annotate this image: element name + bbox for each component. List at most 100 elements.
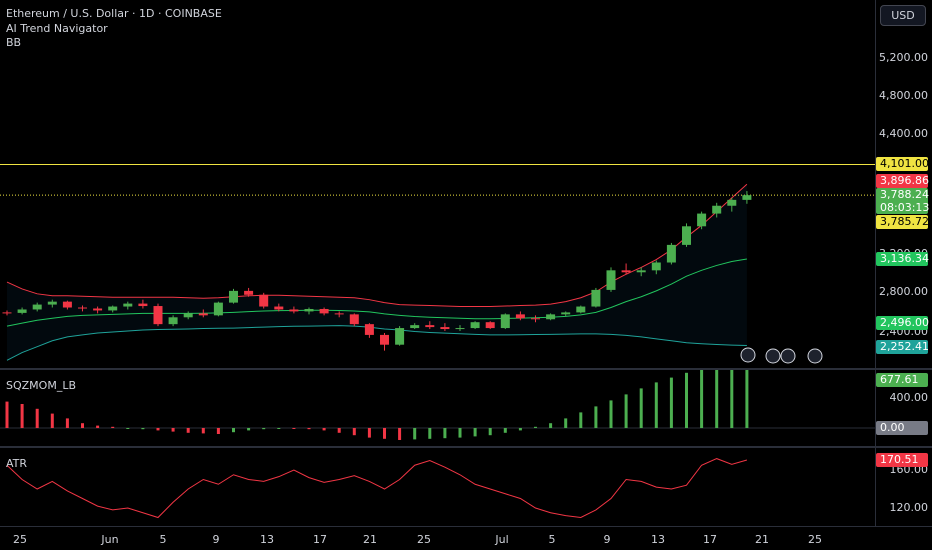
candle-body bbox=[425, 325, 435, 328]
candle-body bbox=[183, 313, 193, 318]
currency-button[interactable]: USD bbox=[880, 5, 926, 26]
bb-mid-line bbox=[6, 258, 747, 327]
price-tick: 2,800.00 bbox=[879, 285, 928, 298]
price-chart[interactable] bbox=[0, 0, 875, 368]
candle-body bbox=[651, 262, 661, 271]
sqz-bar bbox=[594, 406, 598, 428]
candle-body bbox=[500, 314, 510, 329]
time-axis[interactable]: 25 Jun 5 9 13 17 21 25 Jul 5 9 13 17 21 25 bbox=[0, 526, 932, 550]
last-price-tag: 3,788.24 08:03:13 bbox=[876, 188, 930, 214]
bb-lower-line bbox=[6, 325, 747, 361]
pane-separator[interactable] bbox=[0, 368, 932, 370]
sqz-bar bbox=[383, 428, 386, 439]
sqz-bar bbox=[609, 400, 613, 428]
time-tick: 21 bbox=[755, 533, 769, 546]
atr-chart bbox=[6, 458, 748, 519]
candle-body bbox=[62, 301, 72, 308]
trend-navigator-tag: 3,785.72 bbox=[876, 215, 929, 229]
time-tick: 5 bbox=[548, 533, 556, 546]
bb-fill bbox=[7, 184, 747, 361]
pane-separator[interactable] bbox=[0, 446, 932, 448]
sqz-bar bbox=[398, 428, 402, 440]
candle-body bbox=[78, 307, 87, 309]
sqzmom-legend[interactable]: SQZMOM_LB bbox=[6, 379, 76, 392]
candle-body bbox=[198, 313, 208, 316]
sqz-bar bbox=[126, 428, 130, 429]
candle-body bbox=[334, 313, 344, 315]
candle-body bbox=[17, 309, 27, 313]
time-tick: 13 bbox=[651, 533, 665, 546]
time-tick: Jun bbox=[101, 533, 119, 546]
candle-body bbox=[455, 328, 465, 330]
sqz-bar bbox=[322, 428, 326, 431]
sqz-bar bbox=[745, 370, 749, 428]
sqz-value-tag: 677.61 bbox=[876, 373, 928, 387]
price-axis[interactable]: 5,200.00 4,800.00 4,400.00 3,200.00 2,80… bbox=[875, 0, 932, 526]
sqz-bar bbox=[307, 428, 311, 430]
price-tick: 5,200.00 bbox=[879, 51, 928, 64]
time-tick: 13 bbox=[260, 533, 274, 546]
sqz-bar bbox=[5, 401, 9, 428]
atr-tick: 120.00 bbox=[889, 501, 929, 514]
indicator-legend-bb[interactable]: BB bbox=[6, 36, 22, 49]
candle-body bbox=[32, 304, 42, 310]
bb-upper-line bbox=[6, 183, 748, 308]
sqz-bar bbox=[730, 370, 734, 428]
time-tick: 9 bbox=[212, 533, 220, 546]
candle-body bbox=[93, 308, 103, 311]
candle-body bbox=[576, 306, 586, 313]
bb-upper-tag: 3,896.86 bbox=[876, 174, 929, 188]
sqz-bar bbox=[488, 428, 492, 436]
time-tick: 17 bbox=[703, 533, 717, 546]
candle-body bbox=[244, 290, 254, 295]
candle-body bbox=[591, 289, 601, 307]
sqz-bar bbox=[50, 413, 54, 428]
candle-body bbox=[2, 312, 12, 314]
sqz-bar bbox=[473, 428, 477, 437]
atr-line bbox=[6, 458, 748, 519]
symbol-legend[interactable]: Ethereum / U.S. Dollar · 1D · COINBASE bbox=[6, 7, 222, 20]
sqz-bar bbox=[715, 370, 719, 428]
candle-body bbox=[229, 290, 238, 303]
candle-body bbox=[561, 312, 571, 315]
sqz-bar bbox=[96, 425, 100, 428]
sqz-bar bbox=[624, 394, 628, 428]
sqz-bar bbox=[352, 428, 356, 436]
sqz-bar bbox=[654, 382, 658, 428]
sqz-bar bbox=[413, 428, 417, 440]
candle-body bbox=[712, 205, 722, 214]
candle-body bbox=[515, 314, 525, 319]
sqzmom-pane[interactable]: SQZMOM_LB bbox=[0, 370, 875, 446]
candle-body bbox=[153, 306, 163, 325]
candle-body bbox=[123, 303, 133, 307]
sqz-bar bbox=[141, 428, 145, 430]
sqz-bar bbox=[367, 428, 371, 438]
event-icon bbox=[740, 347, 756, 363]
sqz-bar bbox=[216, 428, 220, 434]
atr-pane[interactable]: ATR bbox=[0, 448, 875, 526]
candle-body bbox=[697, 213, 707, 227]
time-tick: 5 bbox=[159, 533, 167, 546]
candle-body bbox=[636, 270, 646, 273]
atr-legend[interactable]: ATR bbox=[6, 457, 28, 470]
indicator-legend-trend-navigator[interactable]: AI Trend Navigator bbox=[6, 22, 108, 35]
sqz-bar bbox=[186, 428, 190, 433]
sqz-bar bbox=[443, 428, 447, 439]
event-icon bbox=[765, 348, 781, 364]
bb-lower-tag: 2,252.41 bbox=[876, 340, 929, 354]
sqz-bar bbox=[20, 404, 24, 428]
bar-countdown: 08:03:13 bbox=[880, 201, 930, 214]
candle-body bbox=[410, 325, 420, 329]
price-pane[interactable]: Ethereum / U.S. Dollar · 1D · COINBASE A… bbox=[0, 0, 875, 368]
sqz-bar bbox=[700, 370, 704, 428]
candle-body bbox=[213, 302, 223, 316]
sqz-bar bbox=[232, 428, 235, 433]
candle-body bbox=[440, 327, 450, 330]
sqz-bar bbox=[685, 372, 688, 428]
candle-body bbox=[742, 195, 752, 200]
candle-body bbox=[289, 309, 299, 312]
sqz-bar bbox=[65, 418, 69, 428]
last-price-value: 3,788.24 bbox=[880, 188, 929, 201]
sqz-bar bbox=[549, 423, 553, 428]
sqzmom-chart bbox=[0, 370, 875, 440]
